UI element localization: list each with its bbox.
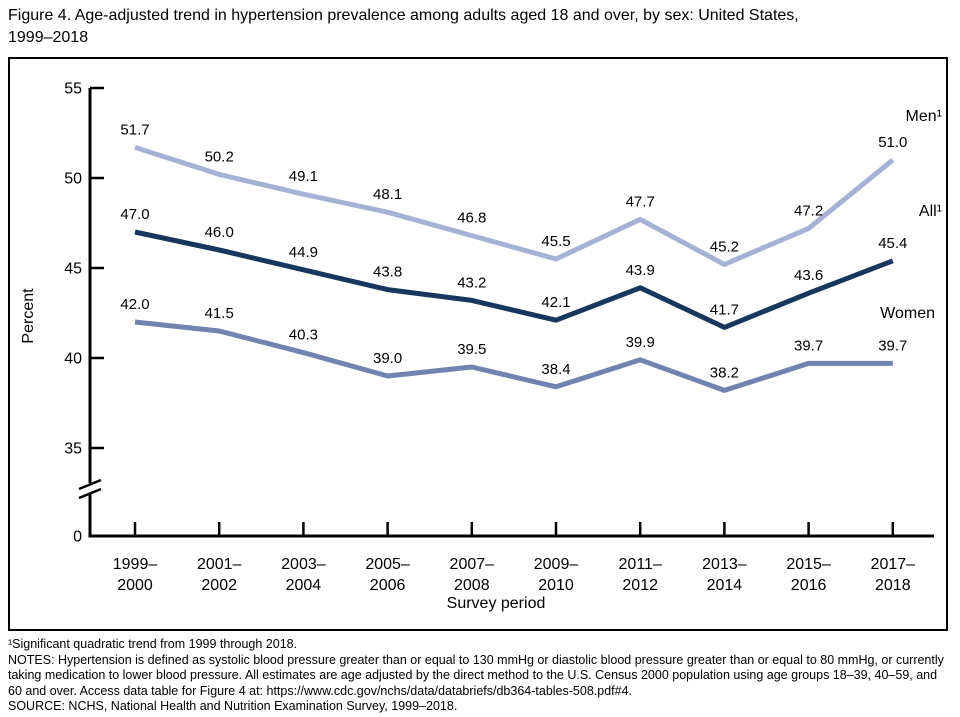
men-value-label: 47.7 xyxy=(626,193,655,210)
men-value-label: 49.1 xyxy=(289,168,318,185)
footnote-notes: NOTES: Hypertension is defined as systol… xyxy=(8,652,944,698)
x-tick-label: 2009– 2010 xyxy=(534,556,579,594)
women-value-label: 39.7 xyxy=(794,337,823,354)
women-value-label: 39.5 xyxy=(457,341,486,358)
x-tick-label: 2003– 2004 xyxy=(281,556,326,594)
women-value-label: 41.5 xyxy=(205,305,234,322)
chart-frame: 55 50 45 40 35 0 1999– 2000 2001– 2002 2003– 2004 20… xyxy=(8,57,948,631)
men-value-label: 46.8 xyxy=(457,210,486,227)
figure-title: Figure 4. Age-adjusted trend in hyperten… xyxy=(8,5,799,49)
y-tick-label: 40 xyxy=(64,351,82,368)
women-value-label: 42.0 xyxy=(120,296,149,313)
x-tick-label: 2005– 2006 xyxy=(365,556,410,594)
women-value-label: 39.9 xyxy=(626,334,655,351)
all-value-label: 47.0 xyxy=(120,206,149,223)
figure-title-line2: 1999–2018 xyxy=(8,29,89,46)
x-tick-label: 1999– 2000 xyxy=(113,556,158,594)
women-value-label: 39.0 xyxy=(373,350,402,367)
men-line xyxy=(134,145,895,267)
all-value-label: 44.9 xyxy=(289,244,318,261)
y-tick-label: 45 xyxy=(64,261,82,278)
men-series-label: Men¹ xyxy=(906,108,942,125)
all-value-label: 42.1 xyxy=(541,294,570,311)
all-value-label: 45.4 xyxy=(878,235,907,252)
men-value-label: 47.2 xyxy=(794,202,823,219)
women-value-label: 39.7 xyxy=(878,337,907,354)
figure-title-line1: Figure 4. Age-adjusted trend in hyperten… xyxy=(8,7,799,24)
all-value-label: 43.8 xyxy=(373,264,402,281)
men-value-label: 45.5 xyxy=(541,233,570,250)
all-value-label: 43.2 xyxy=(457,274,486,291)
footnote-source: SOURCE: NCHS, National Health and Nutrit… xyxy=(8,699,458,713)
men-value-label: 45.2 xyxy=(710,238,739,255)
x-axis-title: Survey period xyxy=(447,595,546,612)
y-tick-label: 55 xyxy=(64,81,82,98)
men-value-label: 51.7 xyxy=(120,121,149,138)
y-tick-label-zero: 0 xyxy=(73,529,82,546)
footnotes: ¹Significant quadratic trend from 1999 t… xyxy=(8,637,954,715)
y-tick-label: 50 xyxy=(64,171,82,188)
men-value-label: 51.0 xyxy=(878,134,907,151)
footnote-significance: ¹Significant quadratic trend from 1999 t… xyxy=(8,637,298,651)
x-tick-label: 2013– 2014 xyxy=(702,556,747,594)
women-value-label: 40.3 xyxy=(289,327,318,344)
men-value-label: 48.1 xyxy=(373,186,402,203)
x-tick-label: 2015– 2016 xyxy=(786,556,831,594)
x-tick-label: 2001– 2002 xyxy=(197,556,242,594)
axis-break-icon xyxy=(78,478,102,491)
men-value-label: 50.2 xyxy=(205,148,234,165)
y-tick-label: 35 xyxy=(64,441,82,458)
x-tick-label: 2017– 2018 xyxy=(871,556,916,594)
x-tick-label: 2007– 2008 xyxy=(450,556,495,594)
hypertension-trend-chart: 55 50 45 40 35 0 1999– 2000 2001– 2002 2003– 2004 20… xyxy=(20,81,942,613)
women-series-label: Women xyxy=(880,305,935,322)
x-tick-label: 2011– 2012 xyxy=(619,556,662,594)
women-value-label: 38.2 xyxy=(710,364,739,381)
all-value-label: 46.0 xyxy=(205,224,234,241)
all-value-label: 41.7 xyxy=(710,301,739,318)
y-axis-title: Percent xyxy=(20,288,37,344)
all-line xyxy=(134,229,894,330)
all-value-label: 43.9 xyxy=(626,262,655,279)
all-series-label: All¹ xyxy=(919,203,942,220)
axis-break-icon xyxy=(78,487,102,500)
women-line xyxy=(134,319,893,393)
all-value-label: 43.6 xyxy=(794,267,823,284)
women-value-label: 38.4 xyxy=(541,361,570,378)
